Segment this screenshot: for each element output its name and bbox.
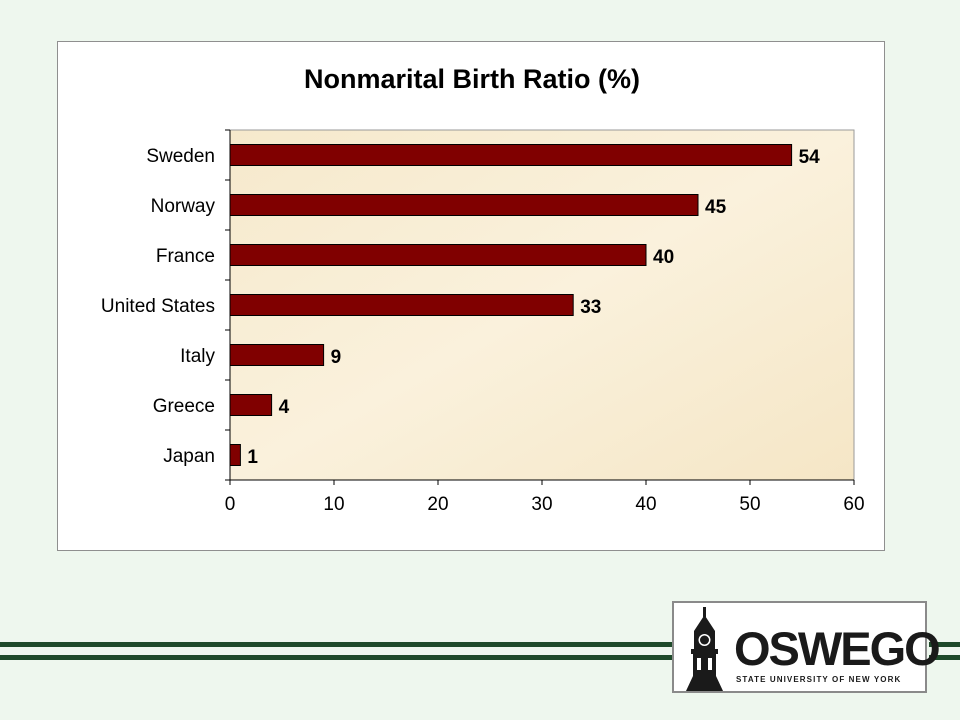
y-tick-label: France xyxy=(156,246,215,267)
footer-line-top-right xyxy=(929,642,960,647)
x-tick-label: 30 xyxy=(531,494,552,515)
bar-chart: Nonmarital Birth Ratio (%) Sweden 54 Norwa… xyxy=(101,64,865,515)
chart-title: Nonmarital Birth Ratio (%) xyxy=(304,64,640,94)
x-tick-label: 0 xyxy=(225,494,236,515)
footer-line-bottom-right xyxy=(929,655,960,660)
footer-line-top xyxy=(0,642,674,647)
y-tick-label: Japan xyxy=(163,446,215,467)
y-tick-label: United States xyxy=(101,296,215,317)
chart-panel: Nonmarital Birth Ratio (%) Sweden 54 Norwa… xyxy=(57,41,885,551)
x-tick-label: 40 xyxy=(635,494,656,515)
x-tick-label: 50 xyxy=(739,494,760,515)
bar-greece xyxy=(229,394,273,416)
data-label: 4 xyxy=(279,397,290,418)
bar-sweden xyxy=(229,144,793,166)
data-label: 9 xyxy=(331,347,342,368)
y-tick-label: Norway xyxy=(151,196,216,217)
bar-norway xyxy=(229,194,699,216)
bar-france xyxy=(229,244,647,266)
x-tick-label: 10 xyxy=(323,494,344,515)
oswego-logo: OSWEGO STATE UNIVERSITY OF NEW YORK xyxy=(672,601,941,693)
y-tick-label: Greece xyxy=(153,396,215,417)
bar-italy xyxy=(229,344,325,366)
data-label: 45 xyxy=(705,197,727,218)
data-label: 33 xyxy=(580,297,601,318)
x-tick-label: 20 xyxy=(427,494,448,515)
data-label: 40 xyxy=(653,247,674,268)
x-tick-label: 60 xyxy=(843,494,864,515)
data-label: 54 xyxy=(799,147,821,168)
logo-subtitle: STATE UNIVERSITY OF NEW YORK xyxy=(736,675,902,684)
logo-wordmark: OSWEGO xyxy=(734,622,941,675)
bar-united-states xyxy=(229,294,574,316)
data-label: 1 xyxy=(247,447,258,468)
y-tick-label: Sweden xyxy=(146,146,215,167)
footer-line-bottom xyxy=(0,655,674,660)
clock-tower-icon xyxy=(686,607,723,691)
y-tick-label: Italy xyxy=(180,346,215,367)
bar-japan xyxy=(229,444,241,466)
